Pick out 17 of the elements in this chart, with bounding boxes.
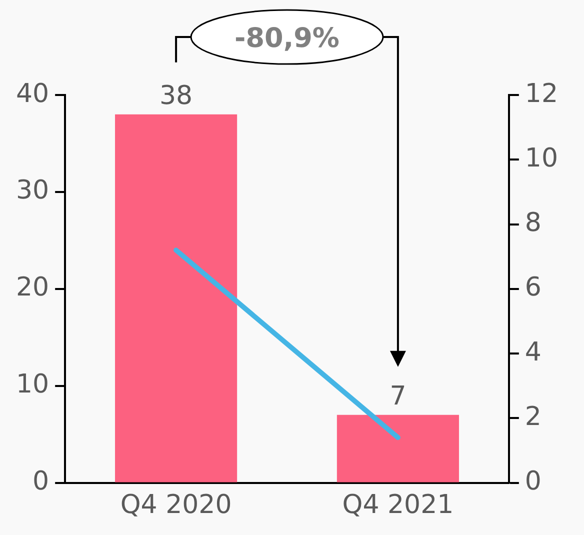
y-tick-label: 10 xyxy=(16,370,50,400)
y-tick-label: 40 xyxy=(16,78,50,109)
x-tick-label: Q4 2020 xyxy=(120,490,232,520)
y2-tick-label: 4 xyxy=(524,337,542,368)
y2-tick-label: 10 xyxy=(524,143,558,174)
y2-tick-label: 2 xyxy=(524,402,542,432)
y-tick-label: 20 xyxy=(16,272,50,303)
data-label: 7 xyxy=(390,382,406,412)
y-tick-label: 30 xyxy=(16,176,50,206)
y2-tick-label: 12 xyxy=(524,78,558,109)
y-tick-label: 0 xyxy=(32,466,50,497)
y2-tick-label: 6 xyxy=(524,272,542,303)
y2-tick-label: 0 xyxy=(524,466,542,497)
y2-tick-label: 8 xyxy=(524,208,542,238)
data-label: 38 xyxy=(159,81,193,112)
text: -80,9% xyxy=(234,23,340,54)
x-tick-label: Q4 2021 xyxy=(342,490,454,520)
